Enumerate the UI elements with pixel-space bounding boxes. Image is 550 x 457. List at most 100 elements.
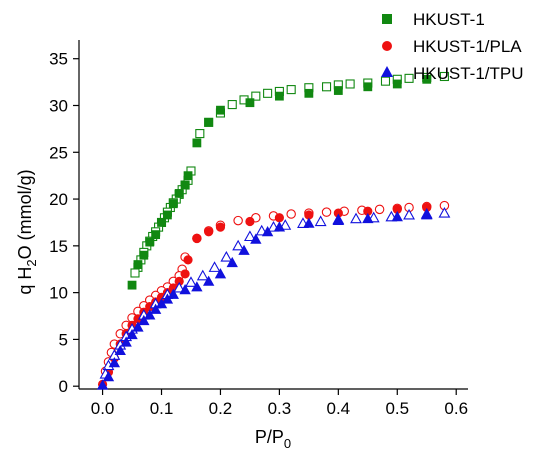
data-points-group xyxy=(96,71,451,390)
data-point-tpu-adsorption xyxy=(96,379,109,390)
data-point-tpu-adsorption xyxy=(391,211,403,222)
data-point-hkust1-desorption xyxy=(345,79,355,89)
data-point-tpu-adsorption xyxy=(303,217,315,228)
data-point-pla-desorption xyxy=(374,204,385,215)
data-point-hkust1-desorption xyxy=(380,76,391,86)
data-point-tpu-adsorption xyxy=(149,303,162,314)
data-point-hkust1-desorption xyxy=(286,85,296,95)
data-point-hkust1-adsorption xyxy=(333,86,343,95)
data-point-hkust1-adsorption xyxy=(133,260,143,269)
data-point-hkust1-adsorption xyxy=(139,250,149,260)
data-point-tpu-adsorption xyxy=(138,314,150,326)
x-axis-title-sub: 0 xyxy=(284,436,291,451)
data-point-tpu-desorption xyxy=(173,281,186,293)
legend-marker-hkust1 xyxy=(382,14,392,24)
data-point-hkust1-desorption xyxy=(195,129,205,139)
data-point-hkust1-desorption xyxy=(227,100,237,110)
data-point-pla-adsorption xyxy=(183,255,193,265)
data-point-tpu-adsorption xyxy=(167,288,179,299)
data-point-hkust1-desorption xyxy=(321,82,332,92)
data-point-pla-adsorption xyxy=(192,233,202,243)
data-point-tpu-adsorption xyxy=(273,221,286,232)
y-ticks-group: 0 5 10 15 20 25 30 35 xyxy=(49,50,79,396)
data-point-pla-adsorption xyxy=(274,213,284,223)
data-point-tpu-adsorption xyxy=(132,321,144,332)
data-point-hkust1-adsorption xyxy=(157,218,166,227)
x-tick-label: 0.4 xyxy=(327,399,351,418)
data-point-hkust1-adsorption xyxy=(174,189,184,198)
data-point-hkust1-adsorption xyxy=(163,210,172,220)
data-point-tpu-desorption xyxy=(243,230,256,242)
data-point-hkust1-adsorption xyxy=(204,117,214,127)
data-point-tpu-desorption xyxy=(279,219,292,230)
legend-entry-hkust1: HKUST-1 xyxy=(382,10,485,29)
data-point-tpu-adsorption xyxy=(362,212,374,224)
data-point-hkust1-adsorption xyxy=(274,91,284,101)
data-point-pla-adsorption xyxy=(204,227,214,237)
x-tick-label: 0.5 xyxy=(385,399,409,418)
data-point-pla-adsorption xyxy=(180,269,190,279)
data-point-hkust1-desorption xyxy=(251,91,261,101)
y-tick-label: 0 xyxy=(59,377,68,396)
x-tick-label: 0.3 xyxy=(268,399,292,418)
legend-entry-pla: HKUST-1/PLA xyxy=(382,37,522,56)
legend-label-pla: HKUST-1/PLA xyxy=(413,37,522,56)
data-point-hkust1-adsorption xyxy=(145,237,155,247)
data-point-tpu-adsorption xyxy=(250,233,262,244)
legend-label-tpu: HKUST-1/TPU xyxy=(413,64,524,83)
data-point-tpu-adsorption xyxy=(179,283,191,295)
data-point-tpu-adsorption xyxy=(261,225,274,237)
data-point-hkust1-desorption xyxy=(439,71,449,82)
data-point-tpu-desorption xyxy=(314,215,327,227)
data-point-hkust1-desorption xyxy=(263,88,273,98)
legend-marker-pla xyxy=(382,41,392,51)
data-point-hkust1-adsorption xyxy=(180,180,190,190)
data-point-pla-desorption xyxy=(286,209,296,219)
data-point-tpu-adsorption xyxy=(191,281,203,292)
data-point-hkust1-adsorption xyxy=(304,88,314,98)
data-point-hkust1-adsorption xyxy=(392,79,402,89)
data-point-tpu-adsorption xyxy=(114,344,126,356)
data-point-hkust1-adsorption xyxy=(245,98,255,108)
data-point-tpu-adsorption xyxy=(332,214,345,225)
data-point-hkust1-desorption xyxy=(404,73,414,83)
legend: HKUST-1 HKUST-1/PLA HKUST-1/TPU xyxy=(381,10,524,83)
data-point-tpu-desorption xyxy=(350,212,362,224)
y-axis-title-pre: q H xyxy=(15,267,35,295)
x-ticks-group: 0.0 0.1 0.2 0.3 0.4 0.5 0.6 xyxy=(91,389,468,418)
legend-entry-tpu: HKUST-1/TPU xyxy=(381,64,524,83)
data-point-tpu-desorption xyxy=(196,269,209,281)
y-tick-label: 20 xyxy=(49,190,68,209)
data-point-hkust1-adsorption xyxy=(127,280,137,290)
x-tick-label: 0.0 xyxy=(91,399,115,418)
y-axis-title-post: O (mmol/g) xyxy=(15,169,35,259)
data-point-tpu-adsorption xyxy=(126,328,138,340)
data-point-tpu-desorption xyxy=(438,206,451,218)
y-tick-label: 35 xyxy=(49,50,68,69)
data-point-hkust1-adsorption xyxy=(168,199,178,209)
data-point-tpu-desorption xyxy=(185,276,197,287)
x-axis-title-main: P/P xyxy=(255,427,284,447)
data-point-hkust1-adsorption xyxy=(151,230,161,240)
data-point-tpu-adsorption xyxy=(238,244,250,255)
data-point-hkust1-adsorption xyxy=(422,74,432,84)
data-point-tpu-desorption xyxy=(232,239,245,251)
y-axis-title-sub: 2 xyxy=(24,259,39,266)
legend-label-hkust1: HKUST-1 xyxy=(413,10,485,29)
y-axis-title: q H2O (mmol/g) xyxy=(15,169,39,294)
data-point-pla-adsorption xyxy=(245,216,255,227)
data-point-tpu-adsorption xyxy=(144,309,156,320)
y-tick-label: 25 xyxy=(49,143,68,162)
x-tick-label: 0.1 xyxy=(150,399,174,418)
data-point-hkust1-desorption xyxy=(130,268,140,278)
data-point-hkust1-adsorption xyxy=(183,171,193,181)
data-point-tpu-adsorption xyxy=(108,356,121,368)
axes-group xyxy=(78,40,468,390)
x-tick-label: 0.2 xyxy=(209,399,233,418)
data-point-tpu-adsorption xyxy=(214,268,227,279)
data-point-hkust1-adsorption xyxy=(363,82,373,92)
data-point-tpu-adsorption xyxy=(226,256,238,268)
y-tick-label: 15 xyxy=(49,237,68,256)
